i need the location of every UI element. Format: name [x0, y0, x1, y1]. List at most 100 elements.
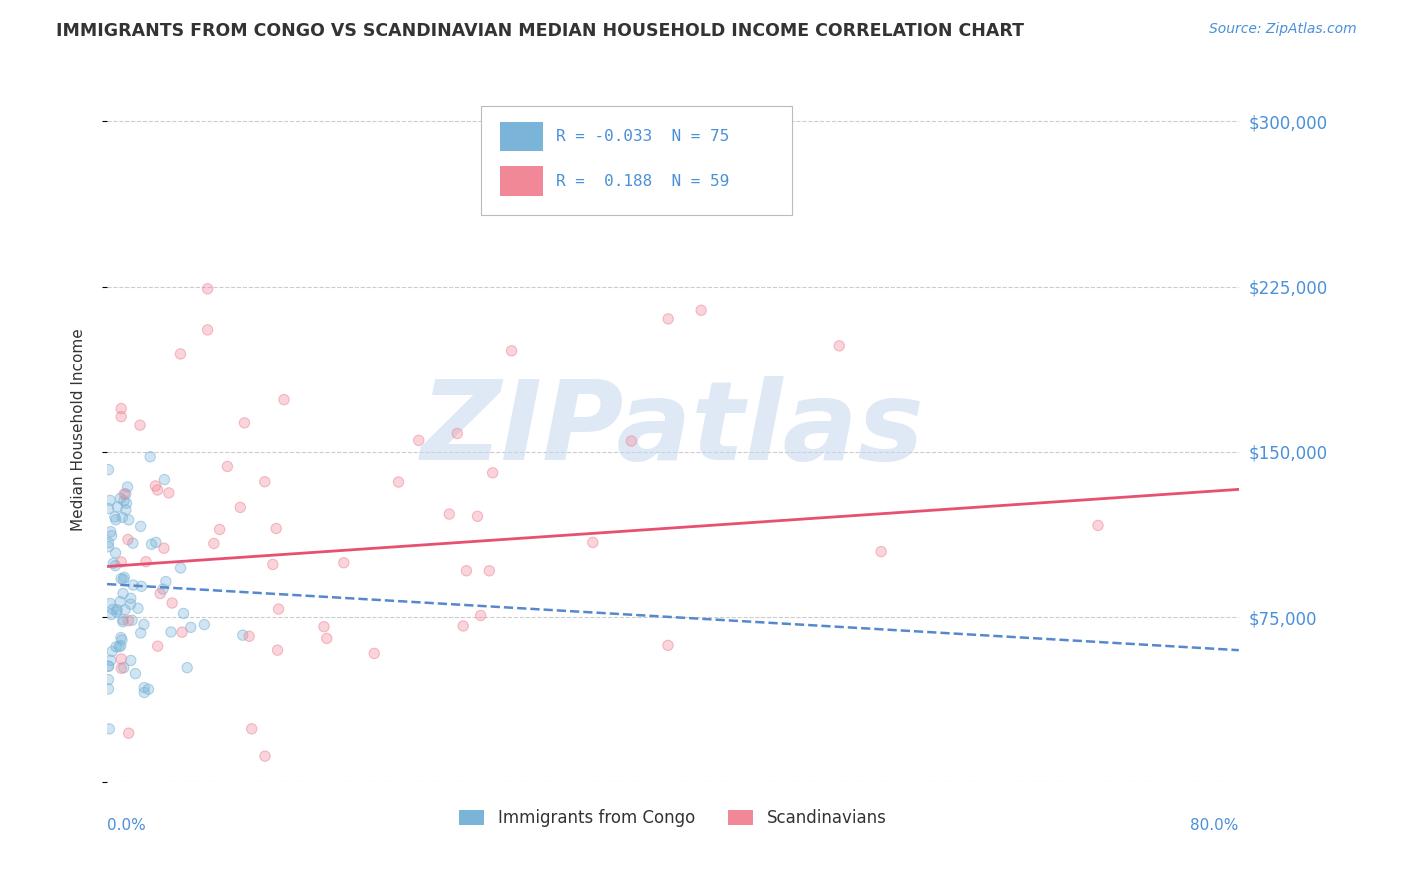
Point	[111, 510, 134, 524]
Point	[266, 643, 288, 657]
Point	[115, 496, 138, 510]
Point	[193, 617, 215, 632]
Point	[108, 595, 131, 609]
Point	[112, 573, 135, 587]
Point	[111, 586, 134, 600]
Point	[110, 555, 132, 569]
Point	[146, 483, 169, 497]
Point	[253, 749, 276, 764]
Point	[197, 282, 219, 296]
Point	[134, 685, 156, 699]
Point	[114, 603, 136, 617]
Point	[363, 647, 385, 661]
Point	[238, 629, 260, 643]
Point	[121, 613, 143, 627]
Point	[97, 535, 120, 549]
Point	[100, 524, 122, 539]
Point	[138, 682, 160, 697]
Point	[253, 749, 276, 764]
Point	[110, 572, 132, 586]
Point	[98, 597, 121, 611]
Point	[157, 486, 180, 500]
Point	[501, 343, 523, 358]
Point	[97, 463, 120, 477]
Point	[170, 625, 193, 640]
Point	[467, 509, 489, 524]
Point	[129, 418, 152, 433]
Point	[100, 653, 122, 667]
Point	[97, 501, 120, 516]
Point	[97, 659, 120, 673]
Point	[112, 493, 135, 508]
Point	[117, 614, 139, 628]
Point	[333, 556, 356, 570]
Point	[273, 392, 295, 407]
Point	[197, 323, 219, 337]
Point	[120, 597, 142, 611]
Point	[169, 561, 191, 575]
Point	[112, 570, 135, 584]
Point	[120, 653, 142, 667]
Point	[145, 479, 167, 493]
Point	[657, 312, 679, 326]
Point	[467, 509, 489, 524]
Point	[408, 434, 430, 448]
Text: Source: ZipAtlas.com: Source: ZipAtlas.com	[1209, 22, 1357, 37]
Point	[115, 503, 138, 517]
Point	[129, 519, 152, 533]
Point	[155, 574, 177, 589]
Point	[193, 617, 215, 632]
Point	[582, 535, 605, 549]
Point	[110, 409, 132, 424]
Point	[121, 536, 143, 550]
Point	[105, 605, 128, 619]
Point	[104, 510, 127, 524]
Point	[153, 473, 176, 487]
Point	[104, 546, 127, 560]
Point	[208, 523, 231, 537]
Point	[104, 546, 127, 560]
Point	[238, 629, 260, 643]
Point	[132, 617, 155, 632]
Point	[105, 603, 128, 617]
Point	[145, 535, 167, 549]
Point	[131, 579, 153, 593]
Point	[470, 608, 492, 623]
FancyBboxPatch shape	[481, 105, 792, 215]
Point	[98, 597, 121, 611]
Point	[470, 608, 492, 623]
Point	[110, 401, 132, 416]
Point	[197, 323, 219, 337]
Point	[120, 653, 142, 667]
Point	[180, 620, 202, 634]
Point	[129, 626, 152, 640]
Point	[110, 652, 132, 666]
Point	[115, 503, 138, 517]
Point	[117, 533, 139, 547]
Point	[127, 601, 149, 615]
Point	[97, 659, 120, 673]
Point	[146, 639, 169, 653]
Point	[110, 572, 132, 586]
Point	[229, 500, 252, 515]
Point	[501, 343, 523, 358]
Point	[620, 434, 643, 448]
Point	[100, 528, 122, 542]
Point	[124, 666, 146, 681]
Point	[111, 586, 134, 600]
Point	[408, 434, 430, 448]
Point	[233, 416, 256, 430]
Point	[333, 556, 356, 570]
Point	[108, 640, 131, 654]
Point	[101, 602, 124, 616]
Point	[690, 303, 713, 318]
Point	[217, 459, 239, 474]
Y-axis label: Median Household Income: Median Household Income	[72, 328, 86, 532]
Point	[202, 536, 225, 550]
Point	[132, 617, 155, 632]
Point	[139, 450, 162, 464]
Point	[110, 631, 132, 645]
Point	[690, 303, 713, 318]
Point	[110, 491, 132, 506]
Point	[153, 541, 176, 556]
